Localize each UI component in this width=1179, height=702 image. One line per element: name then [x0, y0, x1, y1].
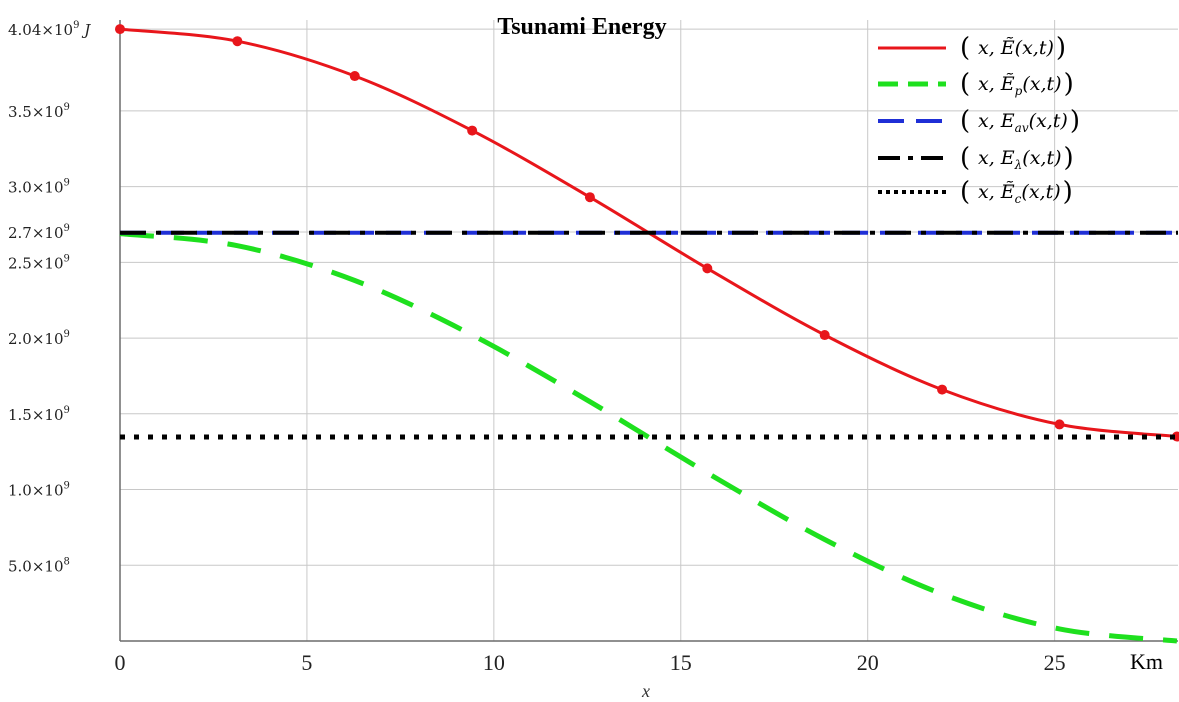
y-tick-label-5: 2.7×109: [8, 223, 70, 242]
legend-open-paren-0: (: [960, 33, 970, 63]
x-unit-label: Km: [1130, 649, 1163, 674]
legend: ( x, Ẽ(x,t)) ( x, Ẽp(x,t)) ( x, Eav(x,t)) ( x, …: [878, 33, 1080, 207]
legend-close-paren-1: ): [1064, 69, 1074, 99]
y-tick-label-0: 5.0×108: [8, 556, 70, 575]
series-0-marker-2: [349, 71, 360, 82]
y-tick-labels: 5.0×108 1.0×109 1.5×109 2.0×109 2.5×109 2.7×1…: [8, 20, 91, 575]
series-0-marker-6: [819, 330, 830, 341]
legend-open-paren-1: (: [960, 69, 970, 99]
legend-entry-0: ( x, Ẽ(x,t)): [960, 33, 1066, 63]
series-0-marker-7: [937, 384, 948, 395]
x-tick-label-4: 20: [857, 650, 879, 675]
x-axis-label: x: [641, 681, 650, 701]
x-tick-labels: 0 5 10 15 20 25: [115, 650, 1066, 675]
legend-label-2: x, Eav(x,t): [978, 110, 1068, 135]
axes: [119, 20, 1178, 642]
y-tick-label-4: 2.5×109: [8, 253, 70, 272]
y-tick-label-6: 3.0×109: [8, 178, 70, 197]
x-tick-label-2: 10: [483, 650, 505, 675]
y-tick-label-3: 2.0×109: [8, 329, 70, 348]
series-0-marker-1: [232, 36, 243, 47]
legend-label-3: x, Eλ(x,t): [978, 147, 1062, 172]
legend-entry-3: ( x, Eλ(x,t)): [960, 143, 1074, 173]
x-tick-label-5: 25: [1044, 650, 1066, 675]
legend-open-paren-3: (: [960, 143, 970, 173]
chart-title: Tsunami Energy: [497, 14, 666, 40]
legend-open-paren-4: (: [960, 177, 970, 207]
series-0-marker-4: [584, 192, 595, 203]
y-tick-label-8: 4.04×109 J: [8, 20, 91, 39]
series-0-marker-8: [1054, 419, 1065, 430]
legend-close-paren-0: ): [1056, 33, 1066, 63]
legend-close-paren-4: ): [1063, 177, 1073, 207]
series-group: [115, 24, 1179, 644]
series-0-marker-5: [702, 263, 713, 274]
legend-label-1: x, Ẽp(x,t): [978, 73, 1062, 98]
series-line-1: [119, 231, 1178, 644]
x-tick-label-1: 5: [301, 650, 312, 675]
legend-close-paren-2: ): [1070, 106, 1080, 136]
legend-entry-4: ( x, Ẽc(x,t)): [960, 177, 1073, 207]
y-tick-label-1: 1.0×109: [8, 481, 70, 500]
grid-lines: [120, 20, 1178, 641]
legend-label-0: x, Ẽ(x,t): [978, 37, 1054, 59]
legend-open-paren-2: (: [960, 106, 970, 136]
y-tick-label-2: 1.5×109: [8, 405, 70, 424]
series-0-marker-0: [115, 24, 125, 35]
y-tick-label-7: 3.5×109: [8, 102, 70, 121]
legend-close-paren-3: ): [1064, 143, 1074, 173]
legend-label-4: x, Ẽc(x,t): [978, 181, 1061, 206]
legend-entry-1: ( x, Ẽp(x,t)): [960, 69, 1074, 99]
legend-entry-2: ( x, Eav(x,t)): [960, 106, 1080, 136]
x-tick-label-0: 0: [115, 650, 126, 675]
series-0-marker-3: [467, 125, 478, 136]
x-tick-label-3: 15: [670, 650, 692, 675]
